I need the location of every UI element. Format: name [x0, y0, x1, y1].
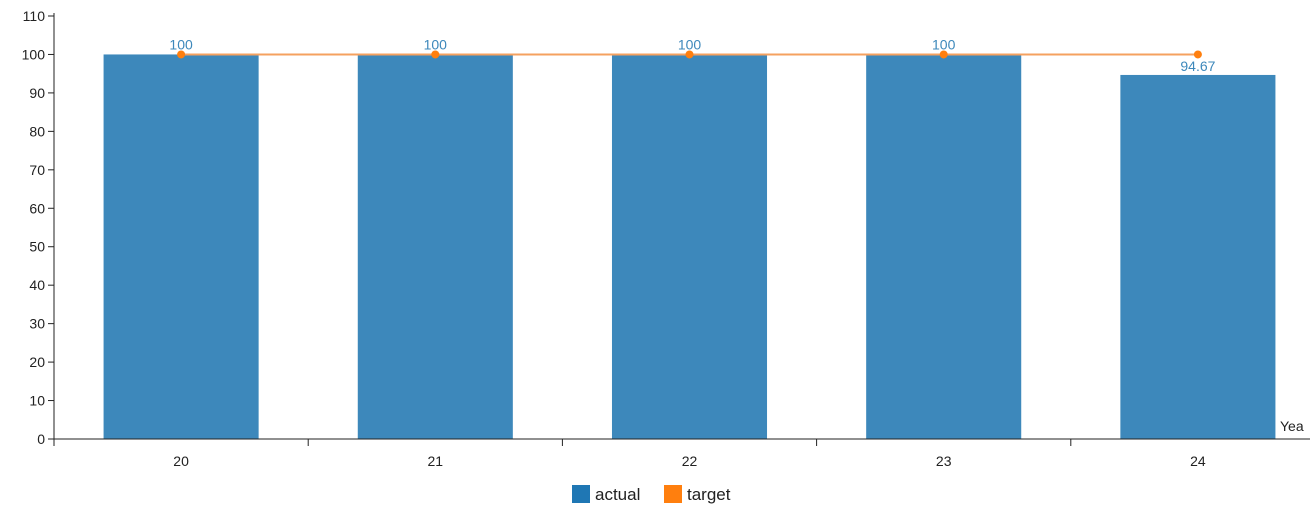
y-tick-label-30: 30	[29, 316, 45, 332]
y-tick-label-110: 110	[23, 8, 46, 24]
y-tick-label-90: 90	[29, 85, 45, 101]
y-tick-label-40: 40	[29, 277, 45, 293]
x-tick-label-23: 23	[936, 453, 952, 469]
bar-actual-24[interactable]	[1120, 74, 1276, 439]
y-tick-label-80: 80	[29, 123, 45, 139]
x-tick-label-20: 20	[173, 453, 189, 469]
target-point-21[interactable]	[431, 50, 440, 59]
target-point-20[interactable]	[177, 50, 186, 59]
bar-actual-21[interactable]	[357, 54, 513, 439]
legend-label-target[interactable]: target	[687, 485, 731, 504]
y-tick-label-10: 10	[29, 393, 45, 409]
data-label-actual-24: 94.67	[1180, 58, 1215, 74]
data-label-actual-23: 100	[932, 36, 956, 52]
data-label-actual-20: 100	[169, 36, 193, 52]
x-tick-label-22: 22	[682, 453, 698, 469]
y-tick-label-0: 0	[37, 431, 45, 447]
x-tick-label-24: 24	[1190, 453, 1206, 469]
target-point-22[interactable]	[685, 50, 694, 59]
bar-series-actual	[103, 54, 1276, 439]
line-series-target	[177, 50, 1202, 59]
legend-label-actual[interactable]: actual	[595, 485, 640, 504]
data-label-actual-21: 100	[424, 36, 448, 52]
bar-actual-20[interactable]	[103, 54, 259, 439]
x-axis-title: Yea	[1280, 418, 1304, 434]
legend: actual target	[572, 485, 731, 504]
legend-swatch-actual[interactable]	[572, 485, 590, 503]
target-point-23[interactable]	[939, 50, 948, 59]
y-tick-label-100: 100	[22, 46, 46, 62]
y-tick-label-60: 60	[29, 200, 45, 216]
target-point-24[interactable]	[1193, 50, 1202, 59]
y-tick-label-20: 20	[29, 354, 45, 370]
x-axis: 20 21 22 23 24	[53, 438, 1310, 469]
bar-actual-22[interactable]	[611, 54, 768, 439]
bar-actual-23[interactable]	[866, 54, 1022, 439]
data-label-actual-22: 100	[678, 36, 702, 52]
data-labels: 100 100 100 100 94.67	[169, 36, 1215, 73]
legend-swatch-target[interactable]	[664, 485, 682, 503]
y-tick-label-70: 70	[29, 162, 45, 178]
x-tick-label-21: 21	[428, 453, 444, 469]
y-axis: 0 10 20 30 40 50 60 70 80 90 100 110	[22, 8, 55, 447]
y-tick-label-50: 50	[29, 239, 45, 255]
